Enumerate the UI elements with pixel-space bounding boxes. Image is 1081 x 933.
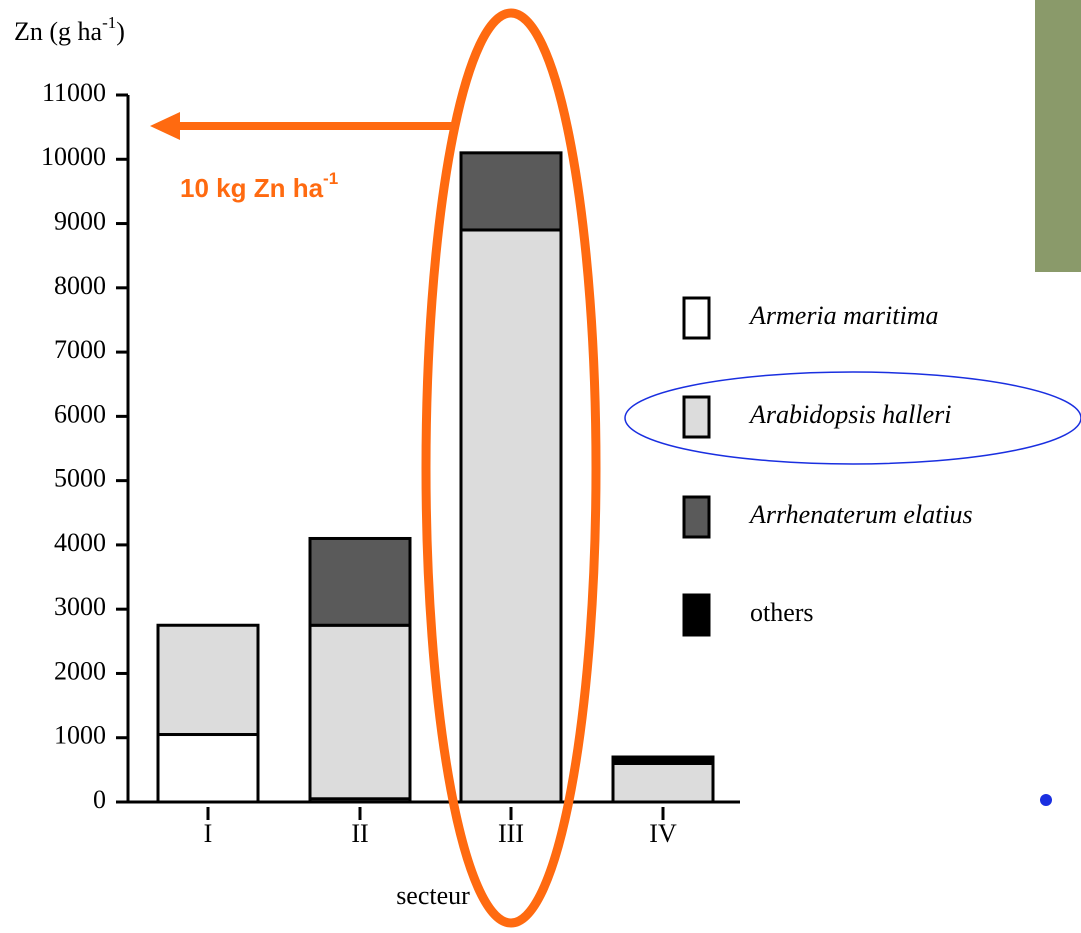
legend-swatch bbox=[684, 497, 709, 537]
y-tick-label: 8000 bbox=[54, 271, 106, 300]
y-tick-label: 2000 bbox=[54, 656, 106, 685]
y-tick-label: 3000 bbox=[54, 592, 106, 621]
x-tick-label: I bbox=[204, 819, 213, 848]
x-axis-label: secteur bbox=[396, 881, 470, 910]
bar-segment bbox=[613, 757, 713, 763]
x-tick-label: II bbox=[351, 819, 368, 848]
legend-swatch bbox=[684, 397, 709, 437]
y-tick-label: 9000 bbox=[54, 207, 106, 236]
annotation-sup: -1 bbox=[323, 169, 338, 188]
arrow-head bbox=[150, 112, 180, 140]
y-tick-label: 0 bbox=[93, 785, 106, 814]
bar-segment bbox=[613, 763, 713, 802]
y-tick-label: 1000 bbox=[54, 721, 106, 750]
bar-segment bbox=[461, 153, 561, 230]
bar-segment bbox=[158, 625, 258, 734]
legend-label: Arabidopsis halleri bbox=[748, 400, 952, 429]
bar-segment bbox=[461, 230, 561, 802]
y-tick-label: 6000 bbox=[54, 399, 106, 428]
chart: Zn (g ha-1) secteur 01000200030004000500… bbox=[0, 0, 1081, 933]
annotation: 10 kg Zn ha-1 bbox=[180, 169, 338, 202]
y-label-tail: ) bbox=[116, 17, 125, 46]
legend-swatch bbox=[684, 298, 709, 338]
y-tick-label: 4000 bbox=[54, 528, 106, 557]
legend-swatch bbox=[684, 595, 709, 635]
annotation-text: 10 kg Zn ha bbox=[180, 173, 324, 203]
y-label-text: Zn (g ha bbox=[14, 17, 103, 46]
y-tick-label: 11000 bbox=[42, 78, 106, 107]
bar-segment bbox=[158, 735, 258, 802]
x-tick-label: IV bbox=[649, 819, 677, 848]
photo bbox=[1035, 0, 1081, 272]
legend-label: Armeria maritima bbox=[748, 301, 939, 330]
legend-label: others bbox=[750, 598, 814, 627]
y-axis-label: Zn (g ha-1) bbox=[14, 13, 125, 46]
bar-segment bbox=[310, 538, 410, 625]
y-tick-label: 7000 bbox=[54, 335, 106, 364]
bar-segment bbox=[310, 625, 410, 799]
bullet bbox=[1040, 794, 1052, 806]
y-tick-label: 5000 bbox=[54, 464, 106, 493]
y-label-sup: -1 bbox=[102, 13, 116, 32]
x-tick-label: III bbox=[498, 819, 524, 848]
legend-label: Arrhenaterum elatius bbox=[748, 500, 973, 529]
y-tick-label: 10000 bbox=[41, 142, 106, 171]
